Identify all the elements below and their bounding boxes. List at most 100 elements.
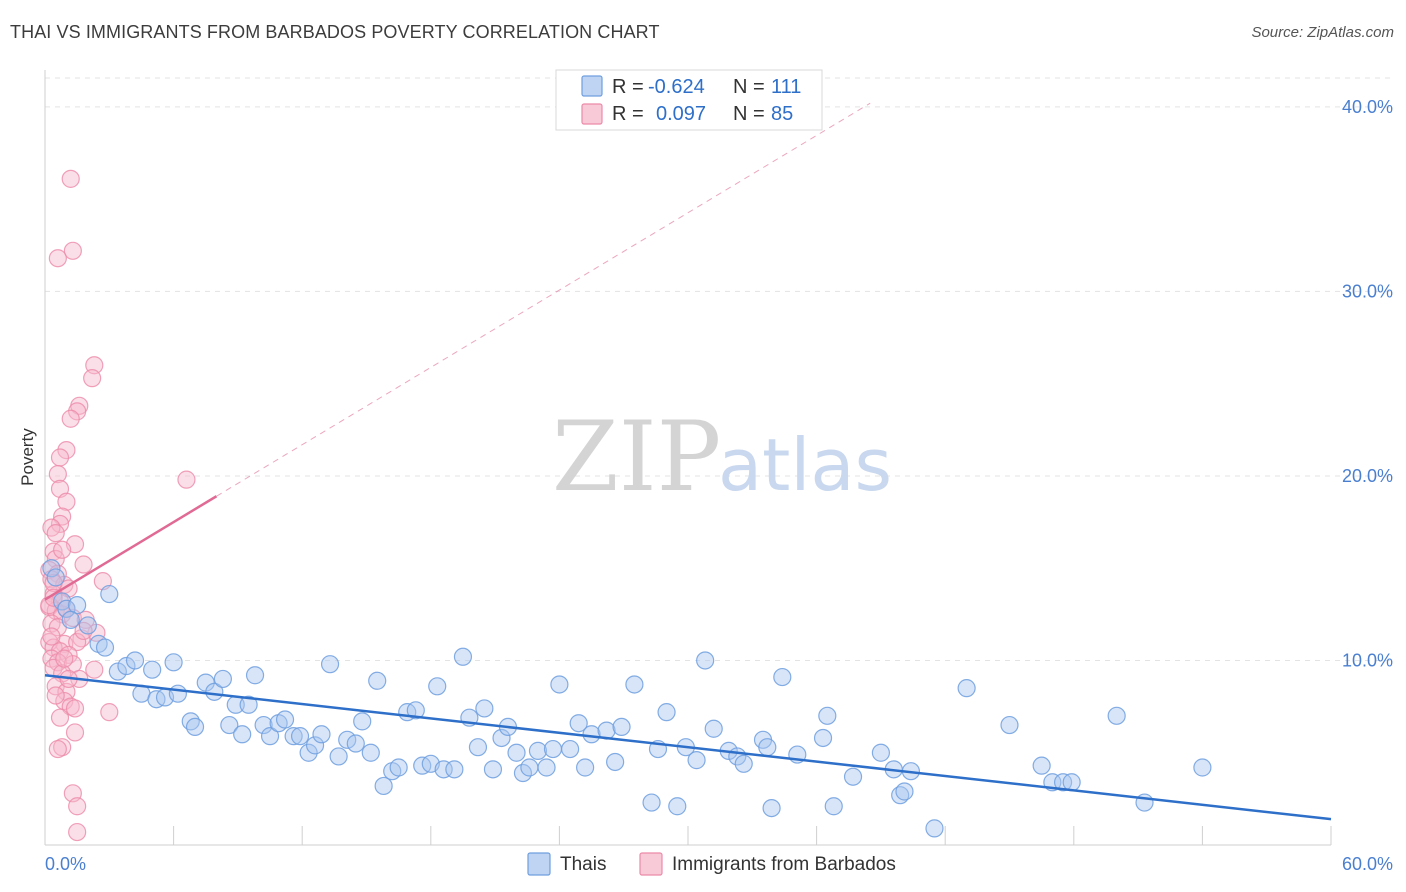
point-thais bbox=[871, 743, 891, 762]
point-thais bbox=[687, 751, 706, 770]
point-barbados bbox=[177, 470, 196, 489]
watermark-atlas: atlas bbox=[718, 423, 892, 507]
legend-n-label-barbados: N = bbox=[733, 103, 765, 125]
legend-r-label-barbados: R = bbox=[612, 103, 644, 125]
point-barbados bbox=[68, 797, 87, 816]
point-thais bbox=[368, 671, 387, 690]
point-thais bbox=[612, 717, 631, 737]
bottom-legend-swatch-thais bbox=[527, 852, 551, 876]
point-thais bbox=[475, 699, 494, 718]
point-thais bbox=[895, 782, 914, 801]
point-barbados bbox=[68, 632, 87, 652]
point-thais bbox=[1000, 715, 1019, 735]
point-barbados bbox=[48, 249, 67, 268]
bottom-legend-label-thais: Thais bbox=[560, 854, 606, 875]
point-thais bbox=[312, 725, 331, 744]
legend-swatch-barbados bbox=[581, 103, 603, 125]
point-thais bbox=[824, 797, 843, 816]
point-thais bbox=[245, 666, 265, 685]
point-thais bbox=[576, 758, 595, 777]
point-barbados bbox=[46, 686, 65, 705]
point-thais bbox=[361, 743, 380, 762]
point-thais bbox=[95, 638, 115, 657]
point-thais bbox=[507, 743, 526, 762]
series-legend: Thais Immigrants from Barbados bbox=[527, 852, 896, 876]
point-barbados bbox=[57, 492, 76, 511]
point-barbados bbox=[74, 555, 93, 574]
point-thais bbox=[758, 738, 777, 757]
point-thais bbox=[220, 715, 239, 735]
point-barbados bbox=[68, 402, 87, 421]
point-thais bbox=[239, 695, 258, 714]
point-thais bbox=[185, 717, 205, 737]
trend-line-thais bbox=[44, 673, 1332, 821]
point-thais bbox=[569, 714, 588, 733]
point-thais bbox=[550, 675, 569, 694]
point-thais bbox=[957, 679, 976, 698]
point-thais bbox=[582, 725, 601, 744]
point-thais bbox=[428, 677, 447, 696]
point-thais bbox=[346, 734, 365, 753]
point-thais bbox=[143, 660, 162, 679]
point-thais bbox=[925, 819, 944, 838]
trend-line-barbados bbox=[44, 495, 218, 601]
y-tick-labels: 10.0% 20.0% 30.0% 40.0% bbox=[1342, 97, 1393, 671]
point-thais bbox=[813, 728, 833, 748]
point-barbados bbox=[57, 441, 76, 460]
watermark-zip: ZIP bbox=[552, 401, 721, 513]
series-barbados-points bbox=[40, 169, 196, 842]
point-thais bbox=[434, 760, 453, 779]
point-thais bbox=[696, 651, 715, 670]
point-thais bbox=[168, 684, 187, 703]
point-thais bbox=[543, 739, 563, 759]
point-barbados bbox=[48, 465, 67, 484]
point-thais bbox=[1062, 773, 1081, 792]
point-thais bbox=[642, 793, 661, 812]
point-barbados bbox=[68, 822, 87, 842]
point-thais bbox=[78, 616, 97, 635]
x-tick-label-min: 0.0% bbox=[45, 854, 86, 874]
point-barbados bbox=[53, 540, 72, 559]
point-thais bbox=[445, 760, 464, 779]
bottom-legend-label-barbados: Immigrants from Barbados bbox=[672, 854, 896, 875]
point-thais bbox=[762, 798, 781, 818]
legend-r-value-barbados: 0.097 bbox=[656, 103, 706, 125]
legend-n-value-barbados: 85 bbox=[771, 103, 793, 125]
point-thais bbox=[275, 710, 295, 729]
point-thais bbox=[46, 568, 65, 587]
point-thais bbox=[284, 727, 303, 746]
point-thais bbox=[100, 584, 119, 604]
point-thais bbox=[205, 682, 224, 701]
point-thais bbox=[42, 559, 61, 578]
point-thais bbox=[528, 741, 548, 760]
y-tick-label: 40.0% bbox=[1342, 97, 1393, 117]
point-thais bbox=[290, 727, 310, 746]
point-barbados bbox=[61, 169, 80, 188]
point-thais bbox=[254, 715, 273, 735]
point-barbados bbox=[63, 241, 82, 260]
point-thais bbox=[305, 736, 325, 755]
point-thais bbox=[374, 776, 393, 796]
x-tick-label-max: 60.0% bbox=[1342, 854, 1393, 874]
legend-r-value-thais: -0.624 bbox=[648, 76, 705, 98]
y-tick-label: 10.0% bbox=[1342, 650, 1393, 670]
point-thais bbox=[773, 667, 792, 687]
legend-r-label-thais: R = bbox=[612, 76, 644, 98]
bottom-legend-swatch-barbados bbox=[639, 852, 663, 876]
point-barbados bbox=[85, 660, 104, 679]
point-barbados bbox=[61, 409, 80, 428]
point-thais bbox=[468, 738, 488, 757]
point-thais bbox=[625, 675, 644, 694]
x-ticks bbox=[44, 826, 1332, 845]
point-thais bbox=[389, 758, 408, 777]
point-thais bbox=[164, 653, 183, 672]
point-thais bbox=[260, 727, 280, 746]
chart-source: Source: ZipAtlas.com bbox=[1251, 24, 1394, 41]
point-barbados bbox=[46, 524, 65, 543]
legend-n-label-thais: N = bbox=[733, 76, 765, 98]
legend-n-value-thais: 111 bbox=[771, 76, 801, 98]
chart-title: THAI VS IMMIGRANTS FROM BARBADOS POVERTY… bbox=[10, 22, 660, 42]
watermark: ZIP atlas bbox=[552, 401, 892, 513]
point-thais bbox=[61, 610, 80, 629]
point-barbados bbox=[65, 699, 85, 718]
